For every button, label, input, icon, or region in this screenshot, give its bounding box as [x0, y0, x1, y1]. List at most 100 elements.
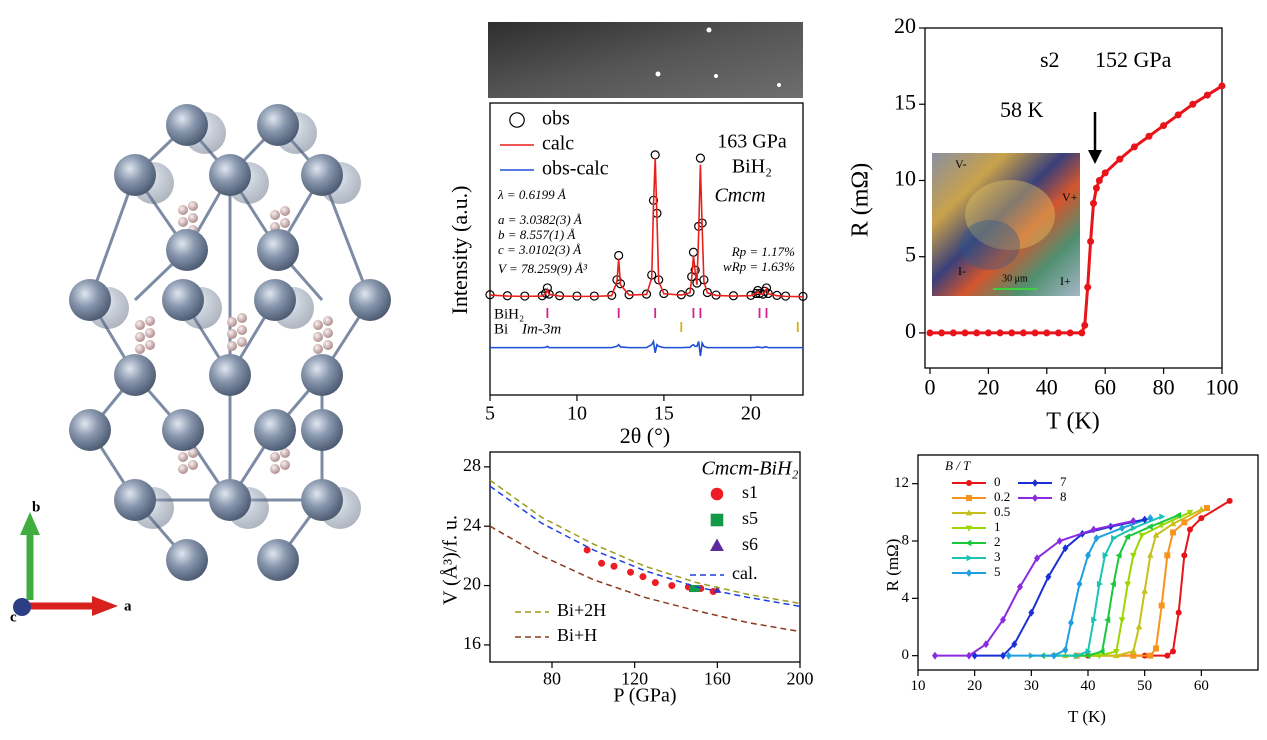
- marker: [1159, 513, 1166, 520]
- series-line: [935, 519, 1134, 657]
- x-tick-label: 60: [1094, 374, 1116, 399]
- x-tick-label: 60: [1194, 678, 1209, 694]
- marker: [1146, 523, 1153, 530]
- y-tick-label: 16: [463, 633, 481, 653]
- marker: [1019, 329, 1027, 337]
- marker: [973, 329, 981, 337]
- marker: [1198, 515, 1205, 522]
- legend-label: s6: [742, 534, 758, 554]
- marker: [1098, 648, 1105, 655]
- marker: [1181, 552, 1188, 559]
- atom-cluster: [135, 316, 155, 354]
- marker: [583, 546, 591, 554]
- legend-label: obs: [542, 108, 570, 130]
- x-axis-label: 2θ (°): [620, 423, 671, 448]
- marker: [1116, 155, 1124, 163]
- marker: [1095, 176, 1103, 184]
- marker: [651, 579, 659, 587]
- marker: [932, 651, 938, 660]
- legend-marker: [710, 538, 724, 552]
- marker: [1102, 552, 1109, 559]
- x-tick-label: 0: [924, 374, 935, 399]
- marker: [961, 329, 969, 337]
- marker: [1068, 618, 1074, 627]
- legend-label: s5: [742, 508, 758, 528]
- marker: [1045, 572, 1052, 581]
- marker: [1085, 648, 1092, 655]
- inset-photo: [932, 153, 1080, 296]
- marker: [1084, 283, 1092, 291]
- x-tick-label: 200: [787, 669, 814, 689]
- marker: [1226, 497, 1233, 504]
- plot-frame: [924, 27, 1223, 369]
- marker: [1147, 652, 1154, 659]
- marker: [1074, 652, 1081, 659]
- atom-cluster: [227, 313, 247, 351]
- atom: [254, 279, 296, 321]
- y-tick-label: 28: [463, 455, 481, 475]
- annotation: c = 3.0102(3) Å: [498, 242, 581, 257]
- x-tick-label: 80: [1153, 374, 1175, 399]
- x-tick-label: 120: [621, 669, 648, 689]
- marker: [1170, 529, 1176, 536]
- marker: [702, 287, 712, 298]
- marker: [1076, 580, 1083, 588]
- marker: [1051, 651, 1057, 660]
- legend-marker: [966, 495, 972, 501]
- annotation: Rp = 1.17%: [731, 244, 795, 259]
- marker: [1066, 329, 1074, 337]
- annotation: V = 78.259(9) Å³: [498, 261, 588, 276]
- legend-label: 0: [994, 474, 1001, 489]
- x-tick-label: 50: [1137, 678, 1152, 694]
- x-axis-label: T (K): [1068, 707, 1106, 726]
- marker: [610, 562, 618, 570]
- series-line: [489, 525, 801, 633]
- marker: [1130, 517, 1137, 525]
- marker: [693, 585, 701, 593]
- marker: [1115, 552, 1122, 559]
- marker: [1130, 524, 1137, 532]
- y-axis-label: Intensity (a.u.): [447, 186, 472, 315]
- legend-marker: [1032, 479, 1038, 487]
- marker: [689, 585, 697, 593]
- annotation: BiH₂: [732, 156, 772, 178]
- x-tick-label: 20: [741, 403, 761, 425]
- marker: [1005, 651, 1012, 660]
- legend-label: 3: [994, 549, 1001, 564]
- annotation: V-: [955, 157, 967, 171]
- marker: [1034, 554, 1040, 563]
- x-tick-label: 10: [911, 678, 926, 694]
- annotation: s2: [1040, 47, 1060, 72]
- legend-label: 7: [1060, 474, 1067, 489]
- series-line: [489, 479, 801, 605]
- x-tick-label: 80: [543, 669, 561, 689]
- detector-image: [488, 22, 803, 98]
- marker: [1147, 514, 1154, 522]
- atom: [257, 539, 299, 581]
- y-tick-label: 5: [905, 242, 916, 267]
- y-tick-label: 0: [902, 647, 910, 663]
- phase-label: BiH₂: [494, 306, 524, 322]
- marker: [1096, 653, 1103, 660]
- marker: [983, 640, 989, 649]
- marker: [1119, 524, 1125, 532]
- x-tick-label: 15: [654, 403, 674, 425]
- marker: [650, 150, 660, 160]
- y-axis-label: R (mΩ): [848, 163, 874, 238]
- marker: [1101, 169, 1109, 177]
- legend-label: obs-calc: [542, 158, 609, 180]
- y-axis-label: R (mΩ): [883, 539, 902, 592]
- marker: [1124, 581, 1131, 588]
- photo-detail: [960, 220, 1020, 270]
- marker: [1028, 608, 1035, 617]
- marker: [541, 288, 551, 298]
- y-tick-label: 24: [463, 514, 481, 534]
- legend-label: calc: [542, 133, 574, 155]
- marker: [1130, 652, 1137, 659]
- annotation: 163 GPa: [717, 131, 787, 153]
- atom: [166, 104, 208, 146]
- marker: [1181, 519, 1188, 526]
- marker: [1084, 652, 1091, 659]
- marker: [1008, 329, 1016, 337]
